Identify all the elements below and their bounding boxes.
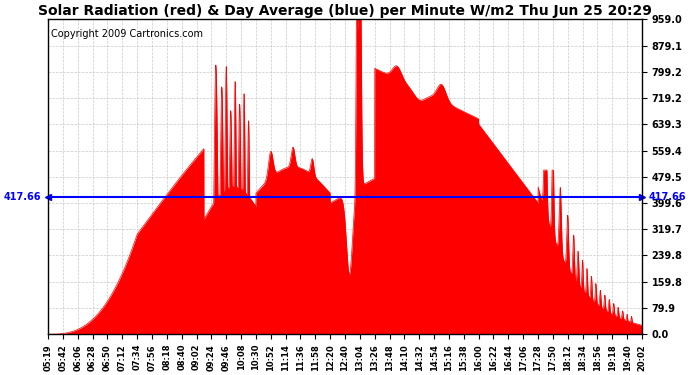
- Text: 417.66: 417.66: [3, 192, 41, 202]
- Text: Copyright 2009 Cartronics.com: Copyright 2009 Cartronics.com: [51, 29, 203, 39]
- Title: Solar Radiation (red) & Day Average (blue) per Minute W/m2 Thu Jun 25 20:29: Solar Radiation (red) & Day Average (blu…: [38, 4, 652, 18]
- Text: 417.66: 417.66: [649, 192, 687, 202]
